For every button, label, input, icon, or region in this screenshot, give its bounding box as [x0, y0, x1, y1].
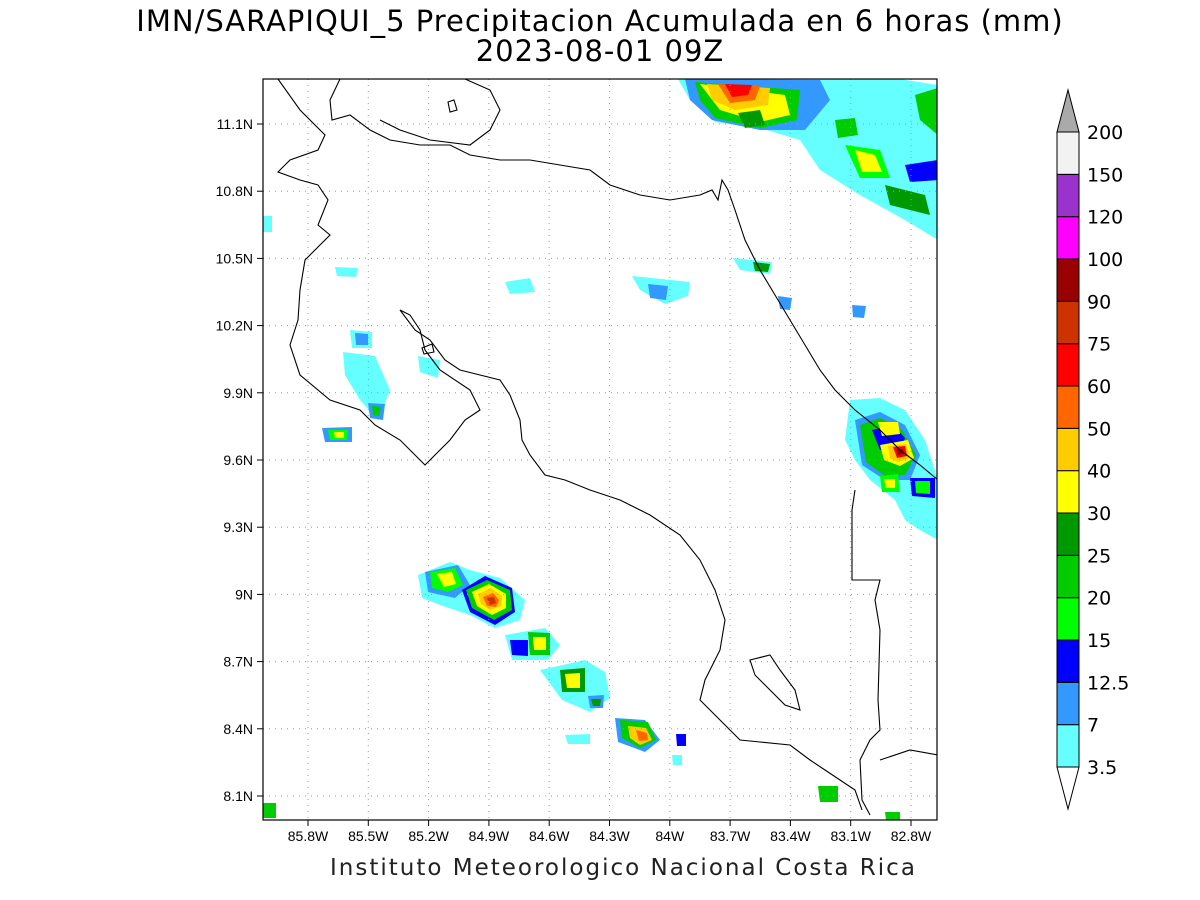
- colorbar-level-label: 150: [1087, 164, 1123, 186]
- osa-peninsula: [749, 654, 801, 711]
- colorbar: 3.5 7 12.5 15 20 25 30 40 50 60 75 90 100 120 150 200: [1056, 88, 1129, 811]
- colorbar-level-label: 60: [1087, 376, 1111, 398]
- colorbar-segment: [1056, 554, 1080, 599]
- colorbar-segment: [1056, 427, 1080, 472]
- colorbar-level-label: 3.5: [1087, 757, 1117, 779]
- colorbar-segment: [1056, 597, 1080, 641]
- x-tick-label: 83.1W: [830, 828, 871, 844]
- colorbar-segment: [1056, 512, 1080, 556]
- nicaragua-north-coast: [329, 79, 937, 480]
- y-tick-label: 8.1N: [223, 788, 253, 804]
- y-tick-label: 9N: [235, 586, 253, 602]
- colorbar-segment: [1056, 470, 1080, 514]
- colorbar-level-label: 30: [1087, 503, 1111, 525]
- y-tick-label: 8.7N: [223, 654, 253, 670]
- footer-credit: Instituto Meteorologico Nacional Costa R…: [330, 855, 917, 881]
- precip-light-patch: [818, 786, 838, 802]
- precip-light-patch: [648, 284, 668, 300]
- colorbar-over-arrow: [1056, 88, 1080, 133]
- colorbar-level-label: 7: [1087, 715, 1099, 737]
- map-gridlines: [263, 79, 937, 820]
- precip-blob-north-caribbean: [678, 79, 937, 240]
- colorbar-level-label: 75: [1087, 334, 1111, 356]
- x-tick-label: 85.8W: [288, 828, 329, 844]
- precip-blob-central-pacific: [418, 562, 686, 765]
- precip-light-patch: [885, 812, 900, 820]
- colorbar-segment: [1056, 131, 1080, 175]
- precip-blob-nicoya: [322, 330, 440, 442]
- precip-light-patch: [505, 278, 535, 294]
- colorbar-level-label: 50: [1087, 418, 1111, 440]
- nicoya-gulf-coast: [399, 309, 863, 811]
- y-tick-label: 8.4N: [223, 721, 253, 737]
- colorbar-segment: [1056, 300, 1080, 345]
- x-tick-label: 84.9W: [469, 828, 510, 844]
- colorbar-under-arrow: [1056, 766, 1080, 811]
- colorbar-level-label: 20: [1087, 588, 1111, 610]
- colorbar-segment: [1056, 385, 1080, 429]
- y-axis-ticks: 11.1N 10.8N 10.5N 10.2N 9.9N 9.6N 9.3N 9N 8.7N 8.…: [216, 116, 263, 804]
- colorbar-level-label: 120: [1087, 207, 1123, 229]
- x-tick-label: 83.4W: [770, 828, 811, 844]
- y-tick-label: 10.2N: [216, 318, 253, 334]
- colorbar-level-label: 100: [1087, 249, 1123, 271]
- x-axis-ticks: 85.8W 85.5W 85.2W 84.9W 84.6W 84.3W 84W 83.7W 83…: [288, 820, 932, 844]
- y-tick-label: 10.5N: [216, 250, 253, 266]
- x-tick-label: 84W: [655, 828, 685, 844]
- panama-coast: [879, 749, 937, 761]
- panama-border: [851, 489, 881, 816]
- colorbar-level-label: 40: [1087, 461, 1111, 483]
- x-tick-label: 84.3W: [589, 828, 630, 844]
- colorbar-level-label: 15: [1087, 630, 1111, 652]
- lake-nicaragua-shore: [379, 79, 501, 146]
- precip-light-patch: [263, 803, 276, 818]
- coastlines-borders: [277, 79, 937, 816]
- colorbar-level-label: 25: [1087, 545, 1111, 567]
- colorbar-segment: [1056, 216, 1080, 260]
- precip-light-patch: [263, 216, 272, 232]
- y-tick-label: 10.8N: [216, 183, 253, 199]
- colorbar-segment: [1056, 173, 1080, 218]
- precip-light-patch: [852, 305, 866, 318]
- precip-field: [263, 79, 937, 820]
- y-tick-label: 9.6N: [223, 452, 253, 468]
- precip-light-patch: [335, 267, 358, 277]
- y-tick-label: 9.3N: [223, 519, 253, 535]
- colorbar-segment: [1056, 258, 1080, 302]
- plot-frame: [262, 78, 938, 821]
- chart-subtitle-datetime: 2023-08-01 09Z: [475, 34, 725, 68]
- bay-island: [447, 99, 458, 113]
- colorbar-segment: [1056, 681, 1080, 726]
- x-tick-label: 85.5W: [348, 828, 389, 844]
- y-tick-label: 11.1N: [217, 116, 253, 132]
- x-tick-label: 84.6W: [529, 828, 570, 844]
- x-tick-label: 83.7W: [710, 828, 751, 844]
- gulf-islet: [421, 343, 435, 355]
- nicaragua-costarica-border: [277, 79, 481, 466]
- colorbar-segment: [1056, 343, 1080, 387]
- x-tick-label: 82.8W: [891, 828, 932, 844]
- colorbar-level-label: 12.5: [1087, 672, 1129, 694]
- colorbar-level-label: 200: [1087, 122, 1123, 144]
- colorbar-segment: [1056, 639, 1080, 683]
- colorbar-segment: [1056, 724, 1080, 768]
- chart-title: IMN/SARAPIQUI_5 Precipitacion Acumulada …: [136, 4, 1064, 38]
- colorbar-level-label: 90: [1087, 291, 1111, 313]
- x-tick-label: 85.2W: [408, 828, 449, 844]
- y-tick-label: 9.9N: [223, 385, 253, 401]
